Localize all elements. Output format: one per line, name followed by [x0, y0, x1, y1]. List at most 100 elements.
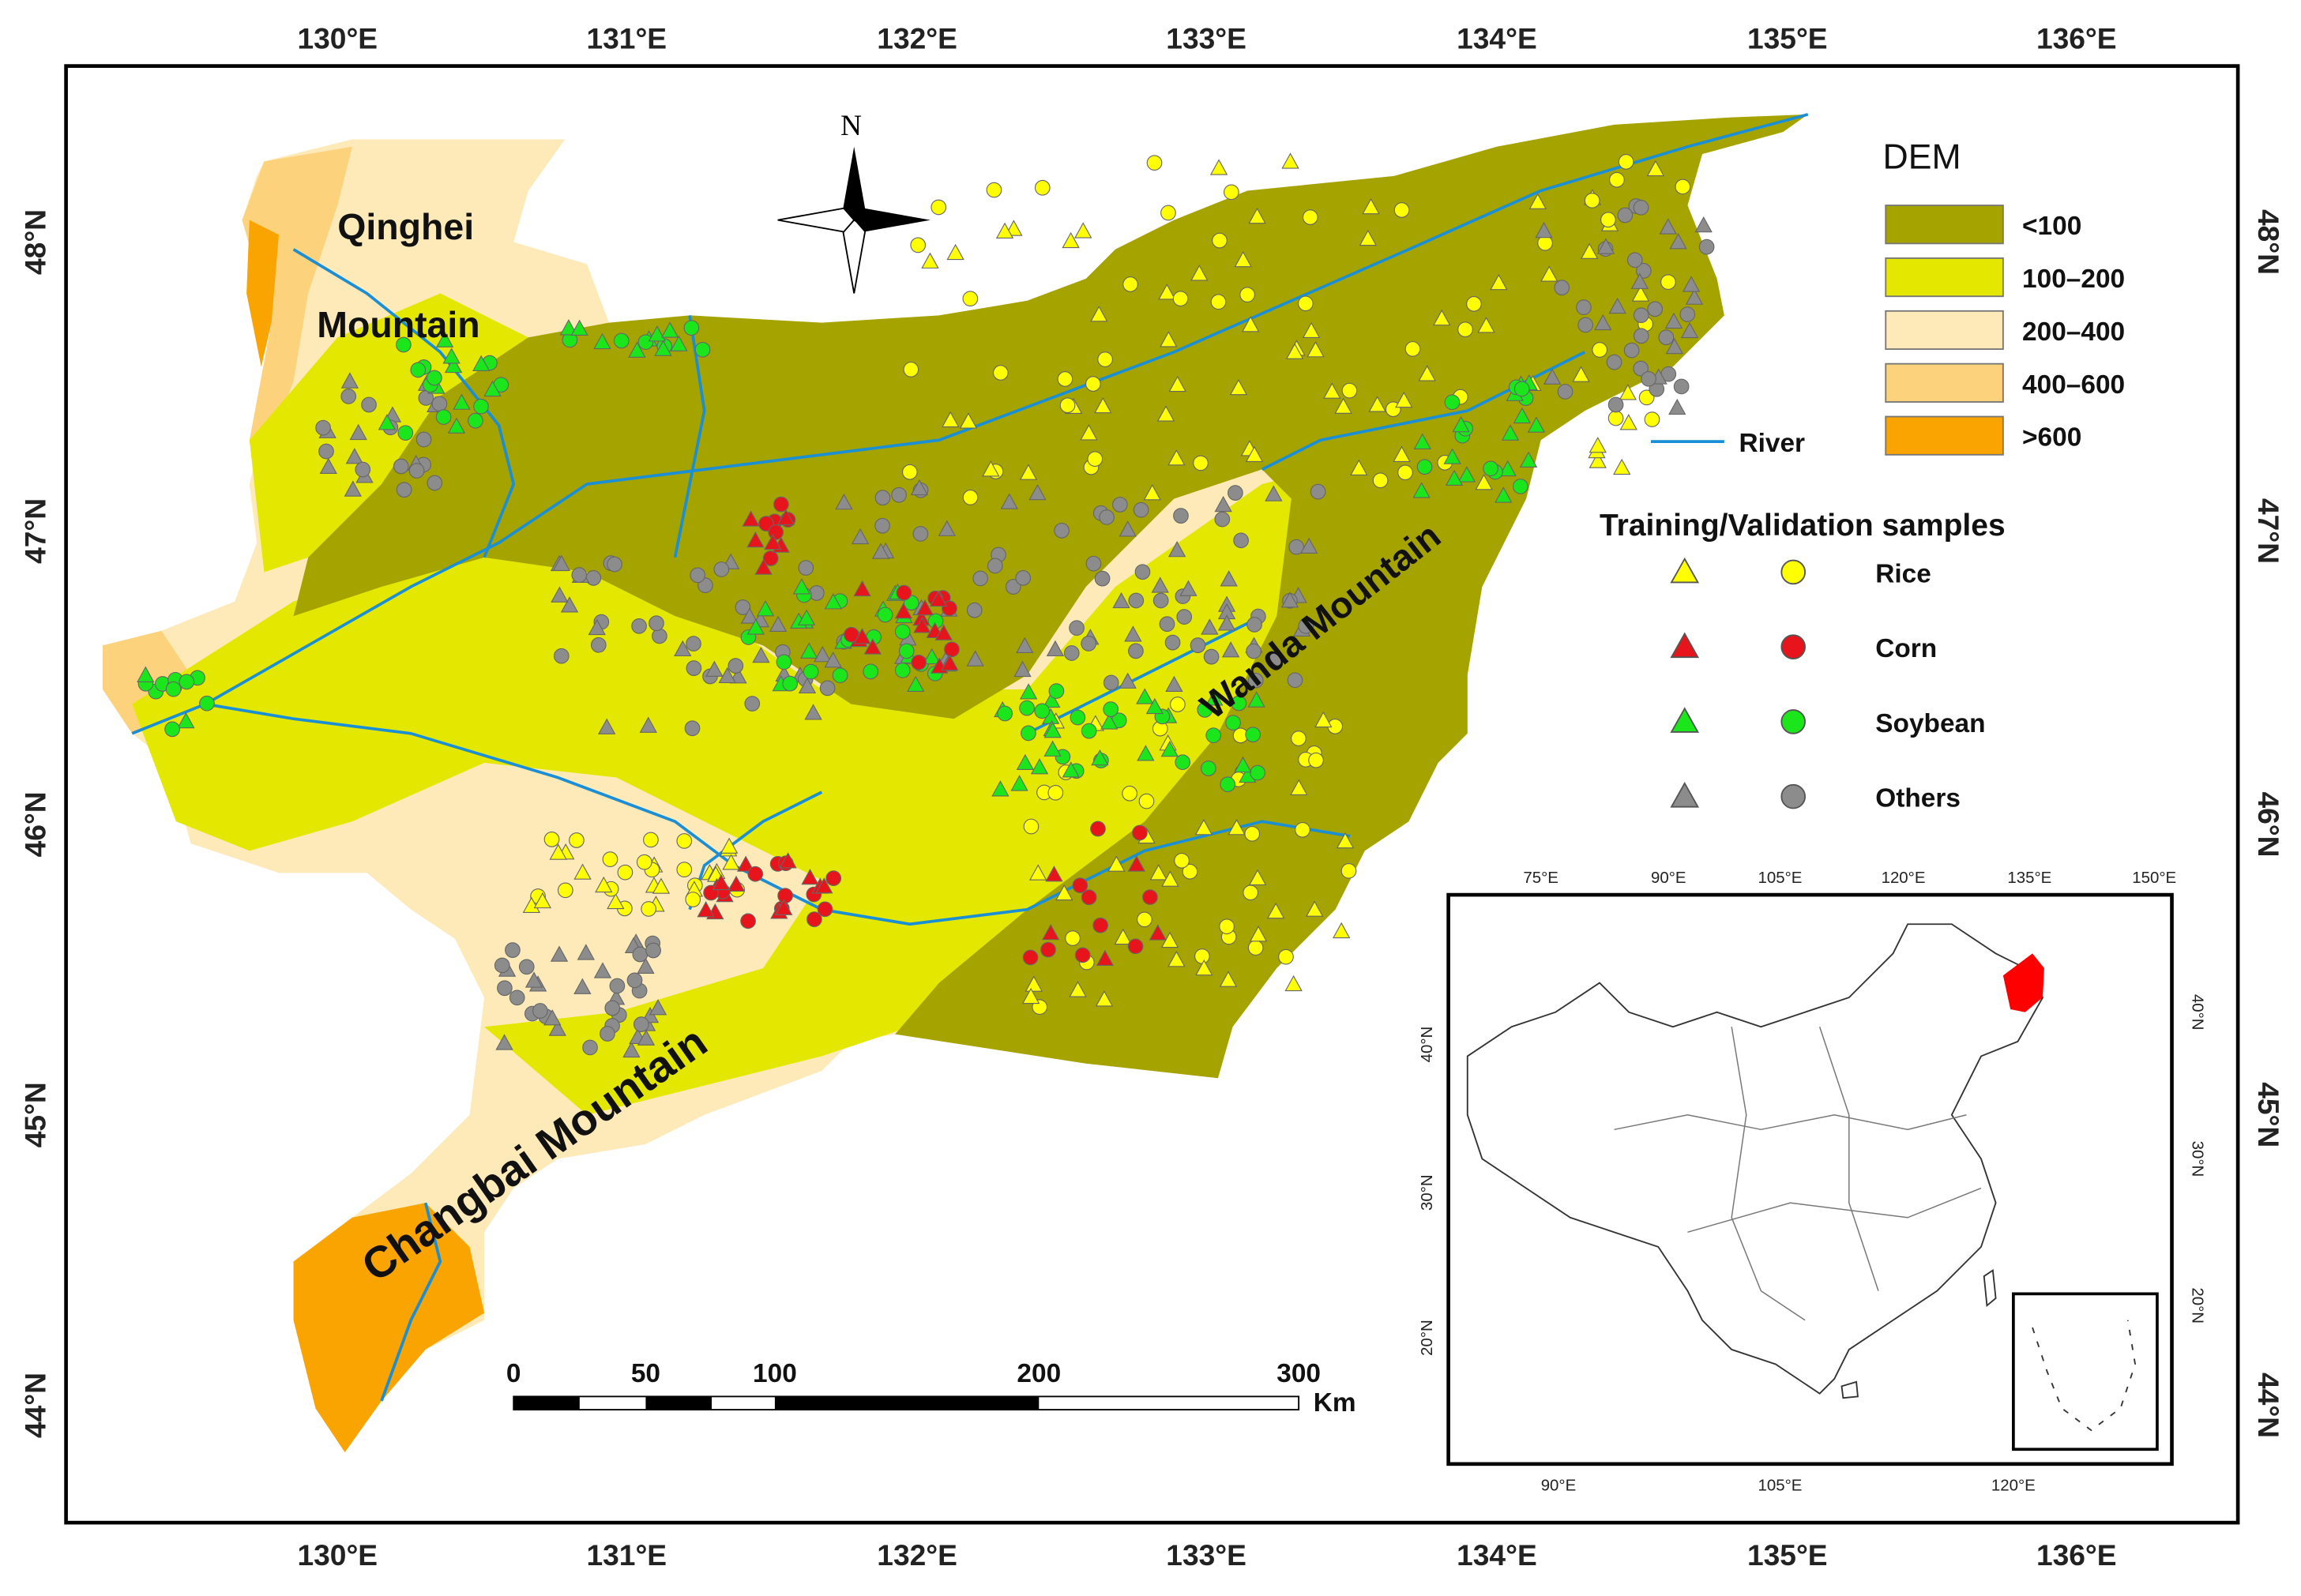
sample-point	[1243, 884, 1259, 901]
sample-point	[898, 643, 915, 659]
sample-point	[1665, 337, 1684, 355]
lat-label: 47°N	[2252, 498, 2285, 564]
sample-point	[1043, 691, 1061, 708]
sample-point	[712, 873, 731, 891]
sample-point	[1540, 265, 1558, 282]
sample-point	[557, 882, 573, 899]
inset-lon-label: 150°E	[2132, 869, 2176, 887]
sample-point	[639, 716, 657, 733]
sample-point	[588, 618, 606, 636]
sample-point	[1182, 863, 1198, 880]
sample-point	[1074, 222, 1092, 238]
sample-point	[1233, 532, 1249, 549]
sample-point	[776, 509, 795, 525]
sample-point	[553, 648, 570, 664]
lat-label: 48°N	[2252, 209, 2285, 275]
province-border	[1731, 1027, 1806, 1321]
sample-point	[1152, 592, 1169, 609]
sample-point	[762, 550, 779, 566]
lat-label: 45°N	[2252, 1082, 2285, 1147]
sample-point	[1145, 697, 1164, 715]
terrain-lt-100	[293, 114, 1808, 1079]
sample-point	[863, 663, 879, 680]
sample-point	[468, 412, 483, 429]
lat-label: 46°N	[2252, 791, 2285, 857]
sample-point	[1137, 745, 1155, 761]
sample-point	[1212, 232, 1228, 249]
sample-point	[582, 1039, 598, 1056]
sample-point	[1519, 451, 1538, 468]
sample-point	[1291, 730, 1307, 746]
sample-point	[1074, 947, 1091, 963]
sample-point	[1094, 396, 1112, 414]
sample-point	[819, 680, 836, 697]
sample-point	[1085, 376, 1101, 392]
legend: DEM River Training/Validation samples <1…	[1600, 138, 2125, 813]
sample-point	[444, 356, 463, 374]
sample-point	[548, 1020, 566, 1036]
sample-point	[1535, 222, 1553, 238]
sample-point	[686, 660, 702, 676]
sample-point	[1675, 178, 1691, 195]
sample-point	[1572, 366, 1590, 382]
sample-point	[1513, 381, 1530, 397]
sample-point	[1054, 523, 1070, 539]
sample-point	[1669, 233, 1687, 250]
sample-point	[1457, 321, 1473, 338]
dem-swatch	[1885, 415, 2004, 456]
sample-point	[1138, 793, 1155, 809]
sample-point	[1246, 617, 1262, 633]
sample-point	[1452, 415, 1470, 433]
sample-point	[729, 667, 747, 684]
sample-point	[1149, 924, 1167, 941]
sample-point	[1128, 643, 1144, 659]
sample-point	[1214, 495, 1232, 513]
sample-point	[1557, 384, 1573, 400]
sample-point	[415, 431, 432, 448]
sample-point	[1214, 511, 1231, 528]
terrain-over-600	[293, 1203, 485, 1452]
sample-point	[397, 425, 414, 441]
sample-point	[1341, 382, 1358, 399]
sample-point	[1221, 641, 1240, 658]
sample-point	[938, 520, 956, 536]
sample-point	[585, 570, 602, 586]
sample-point	[814, 646, 832, 663]
scale-unit: Km	[1314, 1388, 1356, 1418]
sample-point	[1245, 445, 1264, 462]
sample-point	[911, 655, 927, 670]
sample-point	[164, 721, 180, 738]
inset-lat-label: 40°N	[2189, 994, 2206, 1031]
sample-point	[1136, 688, 1154, 704]
sample-point	[874, 490, 891, 506]
sample-point	[551, 586, 569, 603]
sample-point	[1393, 445, 1411, 462]
sample-point	[1638, 389, 1655, 406]
sample-point	[670, 335, 688, 351]
sample-point	[910, 479, 929, 496]
sample-point	[1114, 928, 1132, 945]
sample-point	[431, 396, 448, 412]
dem-label: <100	[2022, 212, 2081, 241]
sample-point	[1019, 683, 1038, 700]
river-legend-label: River	[1739, 429, 1805, 458]
terrain-lt-100	[1145, 220, 1322, 279]
sample-point	[1600, 212, 1616, 228]
sample-point	[344, 480, 362, 497]
sample-point	[1168, 375, 1186, 392]
sample-point	[1019, 700, 1035, 716]
lon-label: 135°E	[1747, 1538, 1828, 1572]
sample-point	[1209, 159, 1228, 175]
sample-point	[1266, 902, 1285, 919]
inset-lon-label: 120°E	[1882, 869, 1926, 887]
scale-segment	[645, 1396, 712, 1410]
sample-point	[179, 674, 195, 690]
sample-point	[1128, 592, 1145, 609]
sample-point	[649, 999, 667, 1016]
sample-point	[1490, 273, 1508, 291]
lon-label: 134°E	[1457, 21, 1537, 54]
sample-point	[871, 543, 890, 559]
sample-point	[1034, 703, 1051, 719]
